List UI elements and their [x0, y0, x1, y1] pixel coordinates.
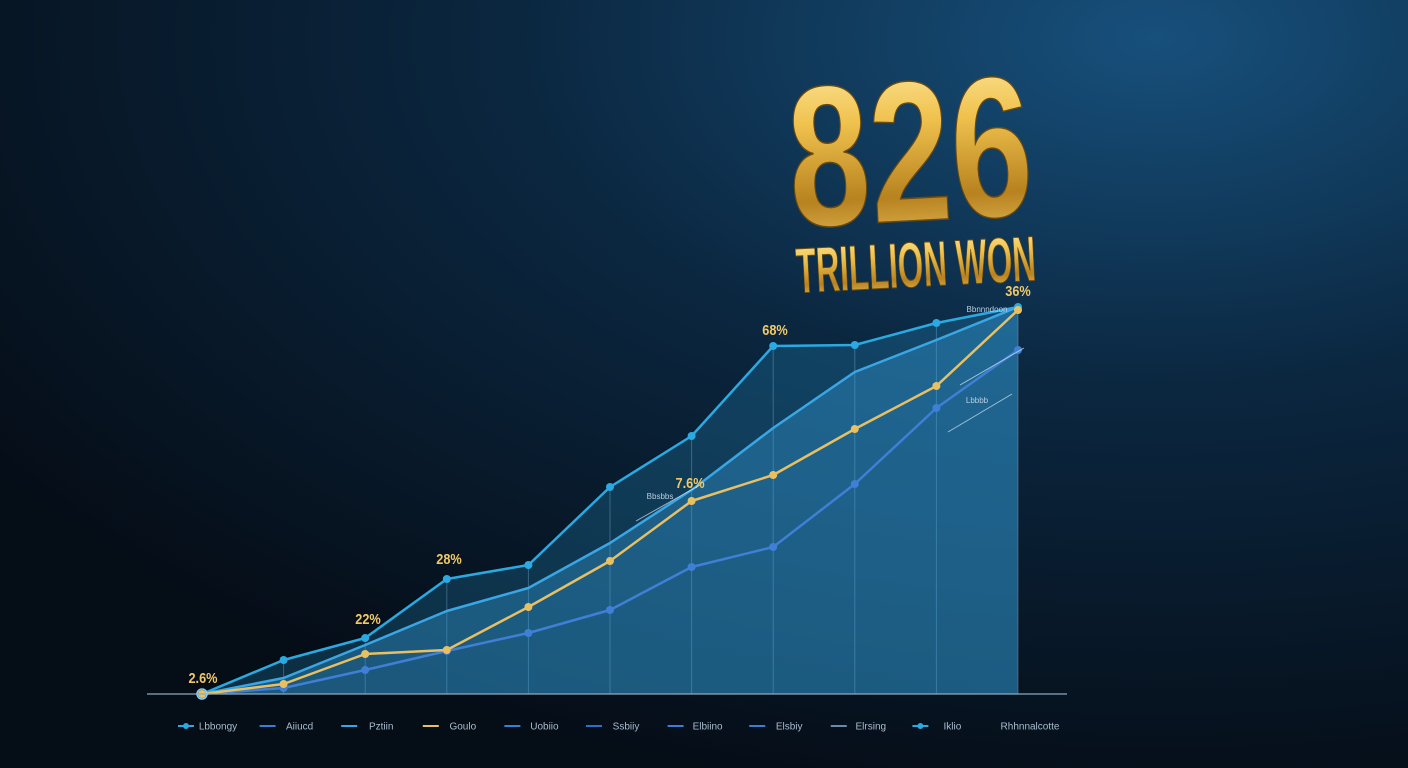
point: [769, 342, 778, 350]
point: [524, 561, 533, 569]
legend-icon-dot: [917, 723, 924, 729]
point: [279, 680, 288, 688]
area: [202, 307, 1018, 694]
series-line: [201, 305, 1019, 696]
point: [687, 563, 696, 571]
annotation: 2.6%: [188, 669, 217, 686]
point: [361, 650, 370, 658]
headline-value: 826: [782, 35, 1037, 270]
point: [606, 483, 614, 491]
headline-unit: TRILLION WON: [794, 222, 1037, 306]
point: [1014, 346, 1022, 354]
note: Bbnnndoon: [967, 305, 1008, 314]
annotation: 28%: [436, 550, 462, 567]
point: [606, 557, 614, 565]
x-tick-label: Aiiucd: [286, 722, 313, 733]
x-tick-label: Elbiino: [693, 722, 723, 733]
legend-icon-dot: [183, 723, 189, 729]
point: [606, 606, 614, 614]
x-tick-label: Elsbiy: [776, 722, 803, 733]
point: [361, 634, 370, 642]
annotation: 7.6%: [675, 474, 704, 491]
point: [524, 629, 533, 637]
point: [932, 382, 941, 390]
point: [687, 497, 696, 505]
x-tick-label: Pztiin: [369, 722, 393, 733]
area: [202, 307, 1018, 694]
x-tick-label: Uobiio: [530, 722, 559, 733]
note: Lbbbb: [966, 396, 989, 405]
decor-line: [959, 347, 1025, 386]
point: [524, 603, 533, 611]
point: [1014, 306, 1022, 314]
point: [850, 425, 859, 433]
point: [442, 575, 451, 583]
point: [769, 471, 778, 479]
x-tick-label: Lbbongy: [199, 722, 237, 733]
annotation: 22%: [355, 610, 381, 627]
point: [932, 404, 941, 412]
note: Bbsbbs: [647, 492, 674, 501]
decor-line: [947, 393, 1013, 433]
point: [850, 341, 859, 349]
point: [932, 319, 941, 327]
point: [442, 646, 451, 654]
x-tick-label: Rhhnnalcotte: [1001, 722, 1060, 733]
point: [687, 432, 696, 440]
x-tick-label: Elrsing: [856, 722, 887, 733]
point: [769, 543, 778, 551]
point: [850, 480, 859, 488]
annotation: 68%: [762, 321, 788, 338]
x-tick-label: Iklio: [944, 722, 962, 733]
point: [361, 666, 370, 674]
x-tick-label: Ssbiiy: [613, 722, 640, 733]
point: [279, 656, 288, 664]
decor-line: [635, 484, 701, 522]
plot: Lbbongy Aiiucd Pztiin Goulo Uobiio Ssbiiy Elbi…: [147, 282, 1067, 733]
origin-marker: [196, 688, 208, 700]
annotation: 36%: [1005, 282, 1031, 299]
x-tick-label: Goulo: [449, 722, 476, 733]
